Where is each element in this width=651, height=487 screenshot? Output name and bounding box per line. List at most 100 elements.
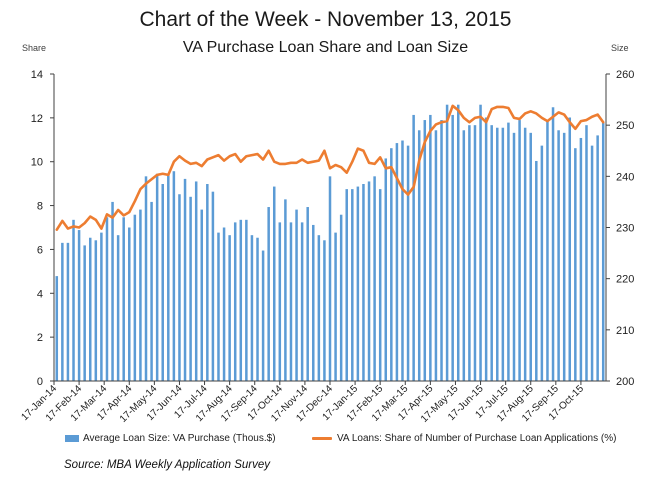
bar xyxy=(278,222,282,381)
bar xyxy=(222,227,226,381)
legend-label-loan-size: Average Loan Size: VA Purchase (Thous.$) xyxy=(83,433,276,444)
bar xyxy=(596,135,599,381)
legend-item-share: VA Loans: Share of Number of Purchase Lo… xyxy=(312,433,616,444)
bar xyxy=(306,207,309,381)
left-tick-label: 14 xyxy=(31,69,43,81)
right-tick-label: 210 xyxy=(616,325,634,337)
bar xyxy=(334,232,337,381)
bar xyxy=(284,199,287,381)
bar xyxy=(395,143,399,381)
bar xyxy=(328,176,332,381)
bar xyxy=(562,132,566,381)
bar xyxy=(384,158,388,381)
bar xyxy=(501,127,505,381)
bar xyxy=(362,184,365,381)
bar xyxy=(55,276,59,381)
bar xyxy=(100,232,103,381)
bar xyxy=(94,240,98,381)
chart-title: Chart of the Week - November 13, 2015 xyxy=(139,8,512,31)
bar xyxy=(496,127,499,381)
right-tick-label: 220 xyxy=(616,274,634,286)
bar xyxy=(373,176,376,381)
left-tick-label: 6 xyxy=(37,244,43,256)
bar xyxy=(167,173,170,381)
source-note: Source: MBA Weekly Application Survey xyxy=(64,459,271,471)
bar xyxy=(507,122,510,382)
bar xyxy=(412,114,415,382)
bar xyxy=(88,237,92,381)
bar xyxy=(116,235,120,381)
bar xyxy=(518,120,521,382)
bar xyxy=(574,148,577,381)
right-axis-title: Size xyxy=(611,43,629,53)
bar xyxy=(512,132,516,381)
bar xyxy=(172,171,176,381)
bar xyxy=(77,230,81,381)
bar xyxy=(83,245,86,381)
axes xyxy=(50,73,610,385)
bar xyxy=(144,176,148,381)
bar xyxy=(317,235,321,381)
left-tick-label: 4 xyxy=(37,288,43,300)
bar xyxy=(434,130,438,381)
bar xyxy=(267,207,270,381)
bar xyxy=(590,145,594,381)
bar xyxy=(557,130,560,381)
bar xyxy=(289,222,293,381)
bar xyxy=(601,122,605,382)
bar xyxy=(300,222,304,381)
bar xyxy=(568,117,572,382)
bar xyxy=(339,214,343,381)
bar xyxy=(429,114,432,382)
bar xyxy=(356,186,360,381)
bar xyxy=(206,184,209,381)
bar xyxy=(523,127,527,381)
share-line xyxy=(55,104,605,231)
left-tick-label: 8 xyxy=(37,201,43,213)
bar xyxy=(239,219,243,381)
bar xyxy=(445,104,449,381)
bar xyxy=(183,178,187,381)
right-tick-label: 250 xyxy=(616,120,634,132)
right-tick-label: 230 xyxy=(616,223,634,235)
bar xyxy=(155,173,159,381)
bar xyxy=(178,194,181,381)
bar xyxy=(245,219,248,381)
bar xyxy=(367,181,371,381)
bar xyxy=(390,148,393,381)
bar xyxy=(417,130,421,381)
bar xyxy=(61,242,64,381)
bar xyxy=(200,209,204,381)
bar xyxy=(456,104,460,381)
bar xyxy=(150,201,153,381)
bar xyxy=(406,145,410,381)
bar xyxy=(228,235,231,381)
bar-series xyxy=(55,104,605,382)
bar xyxy=(312,224,315,381)
bar xyxy=(250,235,254,381)
bar xyxy=(272,186,276,381)
line-series xyxy=(55,104,605,231)
bar xyxy=(105,217,109,381)
bar xyxy=(546,120,549,382)
bar xyxy=(462,130,466,381)
bar xyxy=(401,140,404,381)
bar xyxy=(440,120,443,382)
bar xyxy=(189,196,192,381)
bar xyxy=(540,145,544,381)
bar xyxy=(233,222,237,381)
bar xyxy=(128,227,131,381)
bar xyxy=(551,107,555,381)
bar xyxy=(490,125,493,381)
left-tick-label: 10 xyxy=(31,157,43,169)
bar xyxy=(484,117,488,382)
bar xyxy=(72,219,75,381)
bar xyxy=(378,189,382,382)
bar xyxy=(585,125,588,381)
bar xyxy=(479,104,482,381)
bar xyxy=(111,201,114,381)
right-tick-label: 260 xyxy=(616,69,634,81)
bar xyxy=(256,237,259,381)
bar xyxy=(535,160,538,381)
